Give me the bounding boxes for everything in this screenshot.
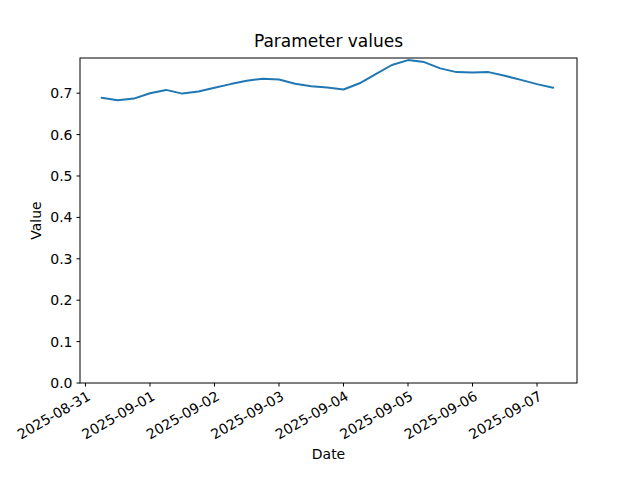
y-tick-label: 0.6	[50, 127, 72, 143]
chart-title: Parameter values	[254, 31, 403, 51]
figure-canvas: Parameter values 0.0 0.1 0.2 0.3 0.4 0.5 0.6 0.…	[0, 0, 640, 480]
y-tick-label: 0.2	[50, 292, 72, 308]
y-tick-label: 0.5	[50, 168, 72, 184]
y-tick-label: 0.0	[50, 375, 72, 391]
y-tick-label: 0.3	[50, 251, 72, 267]
x-axis-label: Date	[312, 446, 345, 462]
y-tick-label: 0.1	[50, 334, 72, 350]
line-chart: Parameter values 0.0 0.1 0.2 0.3 0.4 0.5 0.6 0.…	[0, 0, 640, 480]
y-tick-label: 0.7	[50, 85, 72, 101]
y-axis-label: Value	[28, 201, 44, 239]
y-tick-label: 0.4	[50, 209, 72, 225]
